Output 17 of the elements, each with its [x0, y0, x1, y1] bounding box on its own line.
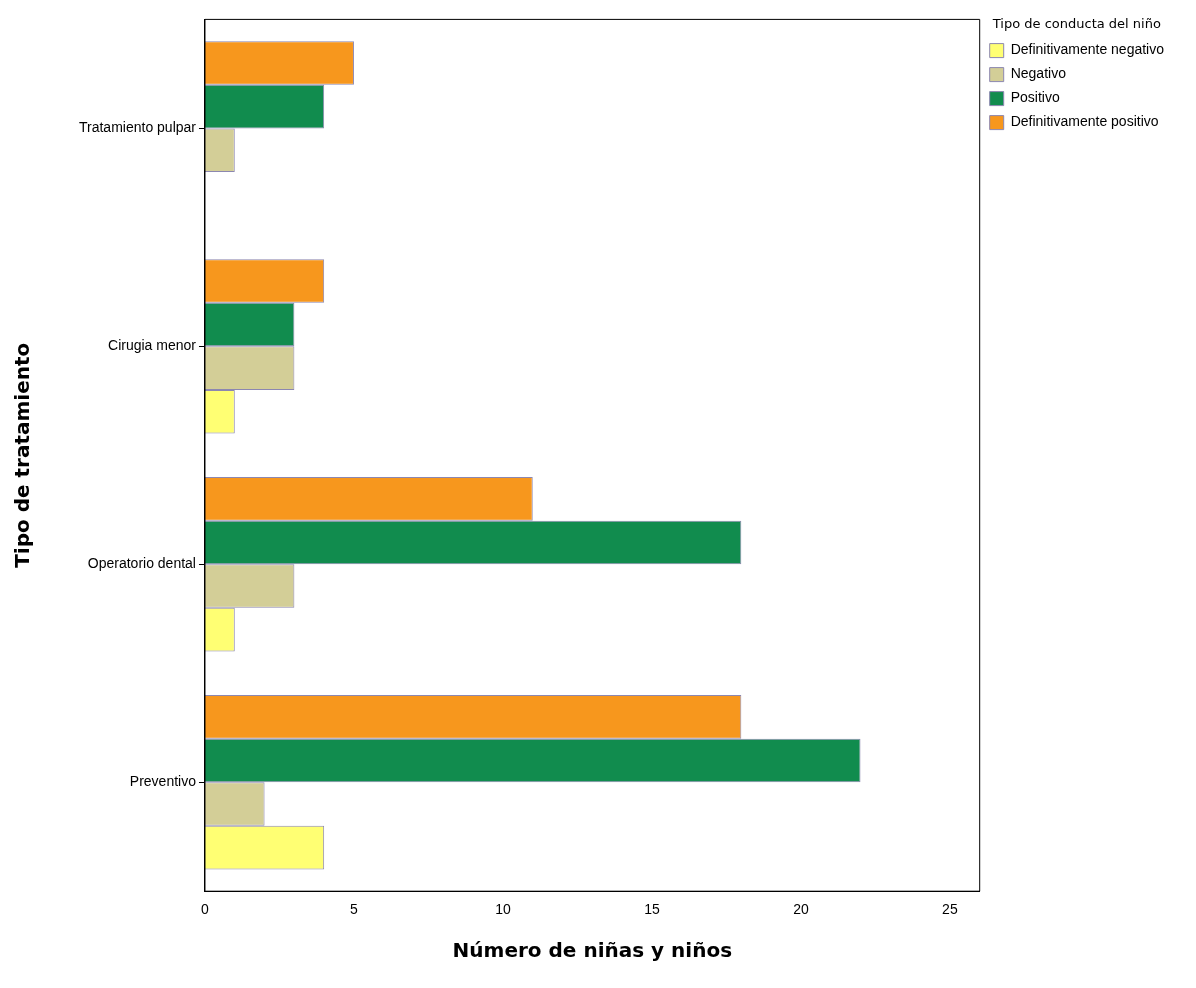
legend-label: Definitivamente positivo: [1010, 113, 1159, 130]
y-tick-label: Operatorio dental: [87, 555, 196, 572]
x-tick-label: 25: [942, 901, 958, 918]
y-axis-title: Tipo de tratamiento: [10, 342, 35, 568]
y-tick-label: Preventivo: [129, 773, 197, 790]
x-tick-label: 5: [350, 901, 359, 918]
x-tick-label: 0: [201, 901, 210, 918]
x-axis-title: Número de niñas y niños: [452, 938, 733, 963]
legend-label: Definitivamente negativo: [1010, 41, 1165, 58]
legend-title: Tipo de conducta del niño: [991, 15, 1161, 31]
legend-label: Negativo: [1010, 65, 1067, 82]
y-tick-label: Cirugia menor: [108, 337, 197, 354]
x-tick-label: 20: [793, 901, 809, 918]
legend-label: Positivo: [1010, 89, 1060, 106]
x-tick-label: 15: [644, 901, 660, 918]
x-tick-label: 10: [495, 901, 511, 918]
y-tick-label: Tratamiento pulpar: [79, 119, 197, 136]
